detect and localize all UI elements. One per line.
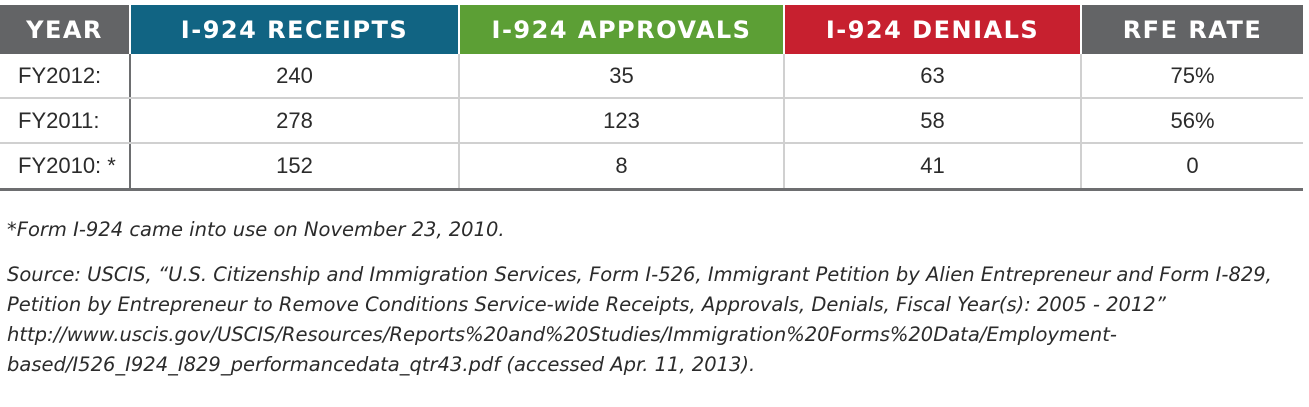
approvals-cell: 123 [459,98,785,144]
approvals-cell: 35 [459,54,785,99]
rfe-rate-cell: 75% [1081,54,1303,99]
table-notes: *Form I-924 came into use on November 23… [7,215,1302,380]
receipts-cell: 152 [130,143,460,191]
header-denials: I-924 DENIALS [784,5,1082,54]
rfe-rate-cell: 56% [1081,98,1303,144]
denials-cell: 63 [784,54,1082,99]
denials-cell: 41 [784,143,1082,191]
header-receipts: I-924 RECEIPTS [130,5,460,54]
source-citation: Source: USCIS, “U.S. Citizenship and Imm… [7,263,1272,376]
year-cell: FY2012: [0,54,131,99]
header-approvals: I-924 APPROVALS [459,5,785,54]
header-rfe-rate: RFE RATE [1081,5,1303,54]
receipts-cell: 278 [130,98,460,144]
table-header-row: YEAR I-924 RECEIPTS I-924 APPROVALS I-92… [0,5,1303,54]
receipts-cell: 240 [130,54,460,99]
header-year: YEAR [0,5,131,54]
approvals-cell: 8 [459,143,785,191]
table-row: FY2010: * 152 8 41 0 [0,143,1303,191]
denials-cell: 58 [784,98,1082,144]
year-cell: FY2011: [0,98,131,144]
year-cell: FY2010: * [0,143,131,191]
i924-statistics-table: YEAR I-924 RECEIPTS I-924 APPROVALS I-92… [0,5,1303,191]
footnote: *Form I-924 came into use on November 23… [7,218,505,241]
table-row: FY2012: 240 35 63 75% [0,54,1303,99]
rfe-rate-cell: 0 [1081,143,1303,191]
data-table-container: YEAR I-924 RECEIPTS I-924 APPROVALS I-92… [0,5,1303,191]
table-row: FY2011: 278 123 58 56% [0,98,1303,144]
